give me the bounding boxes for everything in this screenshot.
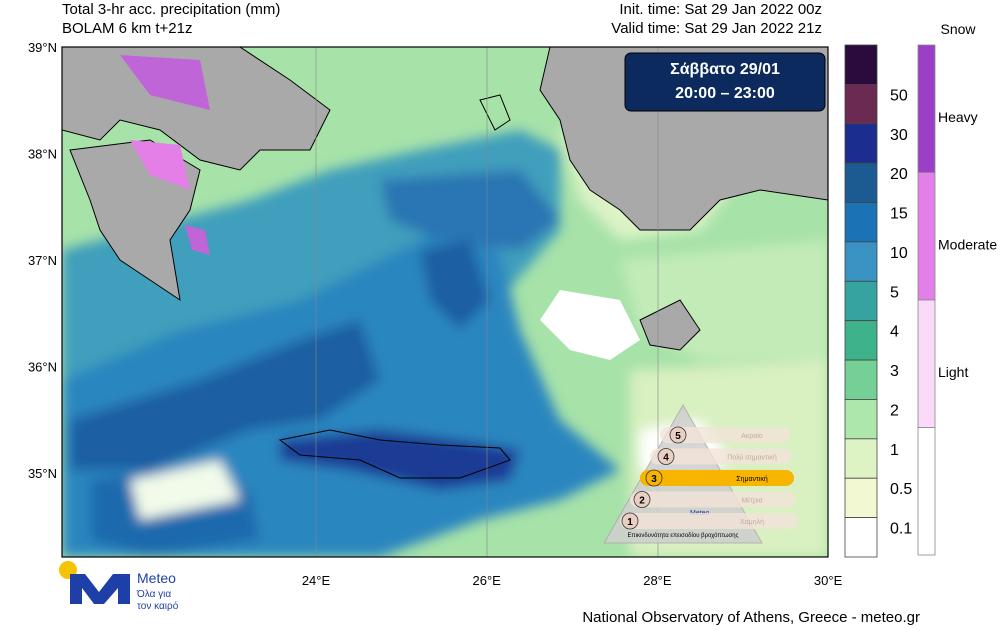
snow-segment [917, 172, 936, 301]
map-frame [61, 46, 829, 558]
colorbar-label: 50 [890, 87, 908, 104]
snow-title: Snow [940, 21, 976, 37]
colorbar-label: 3 [890, 363, 899, 380]
colorbar-segment [844, 162, 878, 203]
risk-badge [669, 426, 687, 444]
snow-segment [917, 299, 936, 428]
snow-area [130, 140, 190, 190]
lat-label: 37°N [28, 253, 57, 268]
colorbar-segment [844, 123, 878, 164]
risk-label: Ακραίο [741, 432, 763, 440]
init-time: Init. time: Sat 29 Jan 2022 00z [619, 1, 822, 18]
snow-area [120, 55, 210, 110]
snow-segment [917, 44, 936, 173]
colorbar-segment [844, 359, 878, 400]
risk-band [630, 491, 796, 508]
colorbar-segment [844, 44, 878, 85]
colorbar-label: 30 [890, 127, 908, 144]
lat-label: 38°N [28, 147, 57, 162]
lon-label: 24°E [302, 573, 331, 588]
colorbar-label: 2 [890, 402, 899, 419]
risk-band [660, 427, 790, 443]
model-label: BOLAM 6 km t+21z [62, 20, 192, 37]
period-day: Σάββατο 29/01 [670, 61, 780, 78]
lon-label: 26°E [473, 573, 502, 588]
risk-legend: Επικινδυνότητα επεισοδίου βροχόπτωσης Me… [603, 403, 798, 544]
risk-number: 1 [627, 517, 633, 528]
risk-number: 3 [651, 474, 657, 485]
islands [278, 94, 511, 479]
colorbar-segment [844, 477, 878, 519]
risk-badge [657, 448, 675, 465]
colorbar-segment [844, 202, 878, 243]
snow-label: Moderate [938, 237, 997, 253]
period-box [624, 52, 826, 112]
colorbar-label: 0.5 [890, 481, 912, 498]
colorbar-segment [844, 83, 878, 125]
risk-label: Πολύ σημαντική [727, 454, 777, 462]
lat-label: 35°N [28, 466, 57, 481]
lat-label: 39°N [28, 40, 57, 55]
risk-badge [621, 512, 639, 530]
colorbar-segment [844, 399, 878, 440]
lat-label: 36°N [28, 360, 57, 375]
snow-colorbar: Heavy Moderate Light [917, 44, 997, 556]
logo: Meteo Όλα για τον καιρό [59, 561, 179, 612]
colorbar-segment [844, 280, 878, 322]
risk-badge [645, 469, 663, 487]
colorbar-label: 0.1 [890, 521, 912, 538]
snow-label: Heavy [938, 109, 978, 125]
colorbar-segment [844, 241, 878, 282]
snow-segment [917, 427, 936, 556]
logo-tagline: τον καιρό [137, 600, 179, 612]
risk-band [640, 470, 794, 486]
risk-band [650, 448, 792, 465]
lon-label: 28°E [643, 573, 672, 588]
risk-band [620, 513, 798, 529]
colorbar-label: 4 [890, 324, 899, 341]
colorbar-segment [844, 517, 878, 558]
land-no-precip [540, 290, 640, 360]
colorbar-label: 1 [890, 442, 899, 459]
risk-number: 5 [675, 431, 681, 442]
valid-time: Valid time: Sat 29 Jan 2022 21z [611, 20, 822, 37]
period-hours: 20:00 – 23:00 [675, 85, 775, 102]
map-field [62, 47, 828, 557]
risk-label: Σημαντική [736, 476, 768, 483]
footer-credit: National Observatory of Athens, Greece -… [582, 609, 920, 626]
risk-number: 4 [663, 453, 669, 464]
map-title: Total 3-hr acc. precipitation (mm) [62, 1, 280, 18]
risk-label: Μέτρια [741, 497, 762, 505]
logo-name: Meteo [137, 570, 176, 586]
colorbar-label: 5 [890, 284, 899, 301]
logo-tagline: Όλα για [136, 589, 171, 600]
colorbar-label: 20 [890, 166, 908, 183]
precip-colorbar: 50 30 20 15 10 5 4 3 2 1 0.5 0.1 [844, 44, 912, 558]
snow-label: Light [938, 364, 968, 380]
colorbar-label: 10 [890, 245, 908, 262]
risk-badge [633, 491, 651, 508]
risk-label: Χαμηλή [740, 519, 764, 526]
risk-caption: Επικινδυνότητα επεισοδίου βροχόπτωσης [628, 532, 739, 539]
risk-number: 2 [639, 496, 645, 507]
snow-area [185, 225, 210, 255]
colorbar-label: 15 [890, 206, 908, 223]
colorbar-segment [844, 320, 878, 361]
colorbar-segment [844, 438, 878, 479]
lon-label: 30°E [814, 573, 843, 588]
